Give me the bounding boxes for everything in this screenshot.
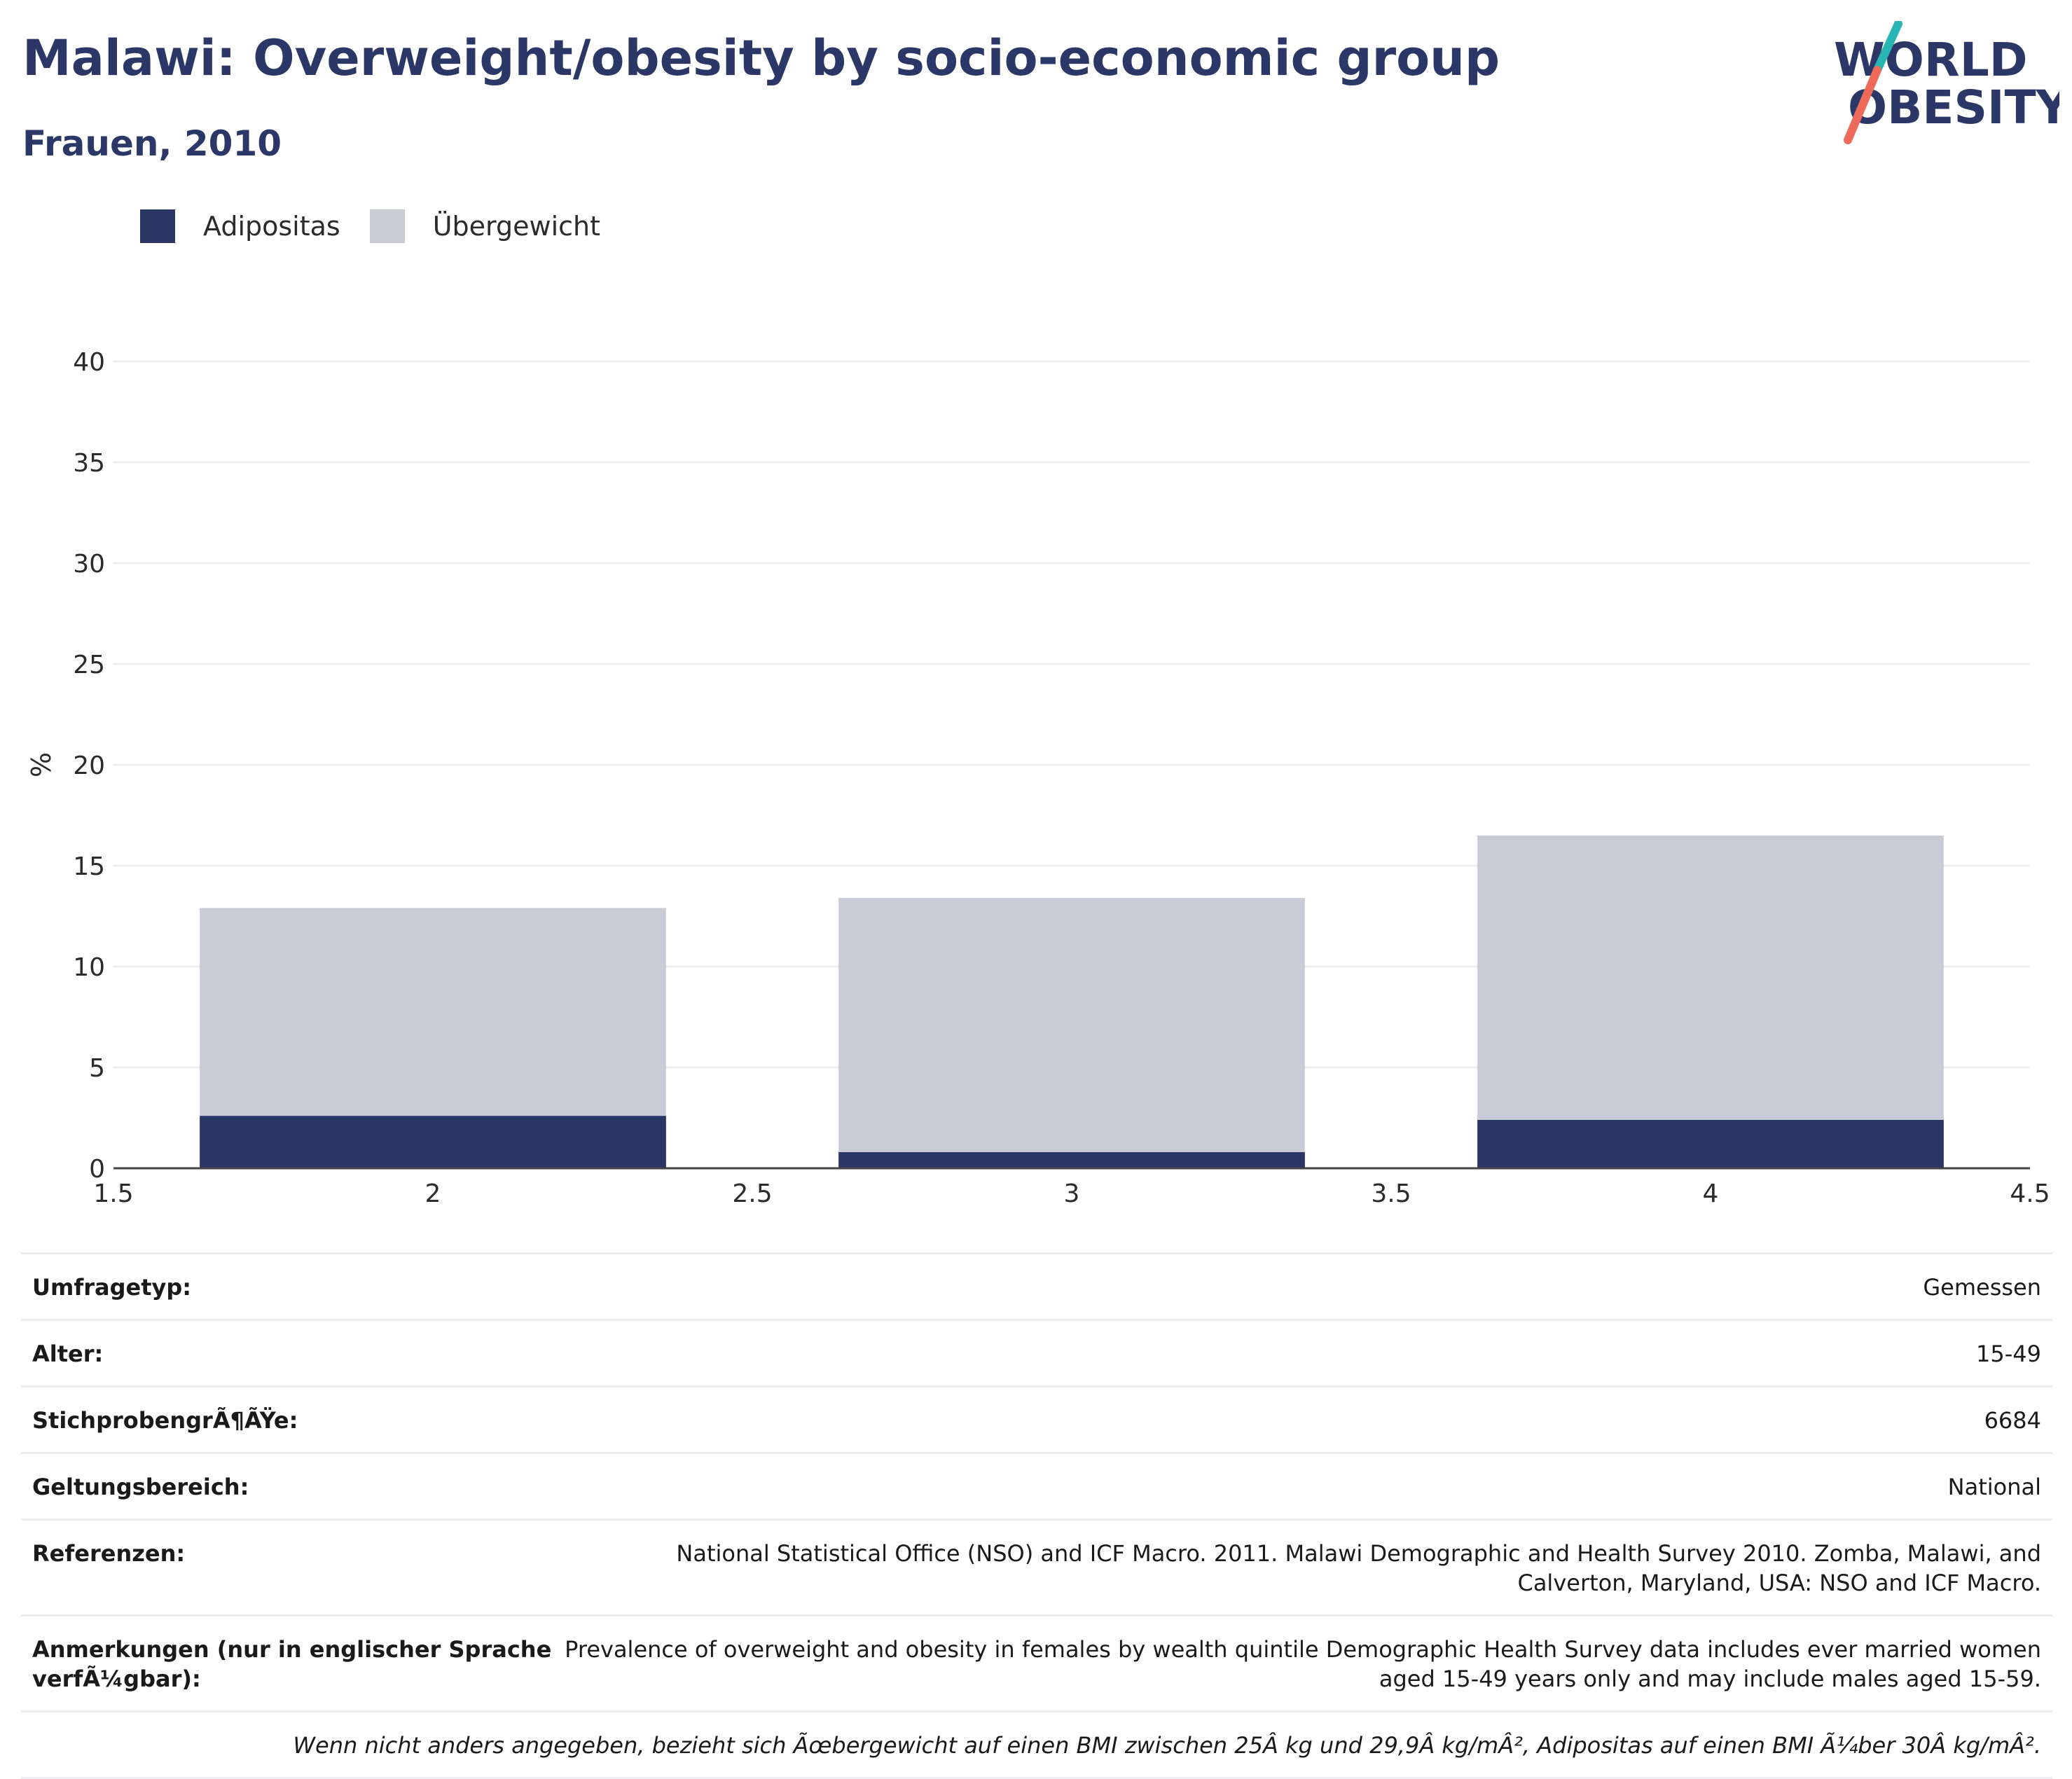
- info-value: 15-49: [1976, 1341, 2041, 1367]
- info-value: 6684: [1984, 1407, 2041, 1434]
- bar-uebergewicht-3[interactable]: [838, 898, 1305, 1152]
- y-tick-label: 20: [73, 752, 105, 780]
- y-tick-label: 30: [73, 550, 105, 579]
- info-label: Referenzen:: [32, 1540, 186, 1567]
- bar-adipositas-2[interactable]: [200, 1116, 666, 1168]
- info-row-sample-size: StichprobengrÃ¶ÃŸe: 6684: [21, 1385, 2052, 1452]
- info-label: Anmerkungen (nur in englischer Sprache v…: [32, 1636, 552, 1692]
- chart-title: Malawi: Overweight/obesity by socio-econ…: [22, 29, 1500, 87]
- legend-swatch-uebergewicht: [369, 209, 405, 243]
- y-tick-label: 40: [73, 348, 105, 377]
- bars: [200, 835, 1944, 1168]
- logo-slash-teal: [1873, 21, 1902, 74]
- legend-item-adipositas[interactable]: Adipositas: [140, 209, 340, 243]
- survey-info-table: Umfragetyp: Gemessen Alter: 15-49 Stichp…: [21, 1252, 2052, 1779]
- info-row-age: Alter: 15-49: [21, 1319, 2052, 1385]
- info-value: Gemessen: [1923, 1274, 2041, 1301]
- legend-swatch-adipositas: [140, 209, 175, 243]
- y-tick-label: 5: [89, 1054, 105, 1083]
- info-row-coverage: Geltungsbereich: National: [21, 1452, 2052, 1518]
- info-row-references: Referenzen: National Statistical Office …: [21, 1518, 2052, 1614]
- x-tick-label: 3.5: [1371, 1179, 1411, 1205]
- x-tick-label: 4: [1703, 1179, 1719, 1205]
- bar-chart: 0 5 10 15 20 25 30 35 40 1.5 2 2.5 3 3.5 4 4.5 %: [26, 348, 2050, 1205]
- y-tick-label: 25: [73, 651, 105, 679]
- info-value: Prevalence of overweight and obesity in …: [565, 1636, 2041, 1692]
- info-label: Alter:: [32, 1341, 104, 1367]
- y-tick-label: 0: [89, 1155, 105, 1184]
- x-tick-labels: 1.5 2 2.5 3 3.5 4 4.5: [93, 1179, 2050, 1205]
- world-obesity-logo: WORLD OBESITY: [1834, 21, 2059, 144]
- footnote-text: Wenn nicht anders angegeben, bezieht sic…: [293, 1732, 2041, 1759]
- info-footnote: Wenn nicht anders angegeben, bezieht sic…: [21, 1710, 2052, 1779]
- bar-uebergewicht-2[interactable]: [200, 908, 666, 1116]
- chart-subtitle: Frauen, 2010: [22, 123, 282, 164]
- logo-slash-coral: [1844, 66, 1881, 144]
- bar-adipositas-3[interactable]: [838, 1151, 1305, 1168]
- x-tick-label: 4.5: [2010, 1179, 2050, 1205]
- y-tick-label: 10: [73, 953, 105, 982]
- bar-adipositas-4[interactable]: [1477, 1119, 1944, 1168]
- legend-item-uebergewicht[interactable]: Übergewicht: [369, 209, 600, 243]
- x-tick-label: 2.5: [732, 1179, 772, 1205]
- x-tick-label: 1.5: [93, 1179, 133, 1205]
- y-axis-label: %: [26, 752, 57, 777]
- info-value: National: [1947, 1474, 2041, 1500]
- y-tick-label: 35: [73, 449, 105, 478]
- legend-label-uebergewicht: Übergewicht: [432, 211, 600, 242]
- y-tick-label: 15: [73, 852, 105, 881]
- legend-label-adipositas: Adipositas: [203, 211, 340, 242]
- info-label: StichprobengrÃ¶ÃŸe:: [32, 1407, 298, 1434]
- info-row-survey-type: Umfragetyp: Gemessen: [21, 1252, 2052, 1319]
- info-label: Umfragetyp:: [32, 1274, 192, 1301]
- bar-uebergewicht-4[interactable]: [1477, 835, 1944, 1120]
- info-value: National Statistical Office (NSO) and IC…: [676, 1540, 2041, 1596]
- y-tick-labels: 0 5 10 15 20 25 30 35 40: [73, 348, 105, 1184]
- x-tick-label: 3: [1064, 1179, 1080, 1205]
- logo-text-obesity: OBESITY: [1848, 81, 2059, 134]
- chart-legend: Adipositas Übergewicht: [140, 209, 630, 244]
- info-row-notes: Anmerkungen (nur in englischer Sprache v…: [21, 1614, 2052, 1710]
- x-tick-label: 2: [425, 1179, 441, 1205]
- info-label: Geltungsbereich:: [32, 1474, 249, 1500]
- logo-text-world: WORLD: [1834, 33, 2028, 87]
